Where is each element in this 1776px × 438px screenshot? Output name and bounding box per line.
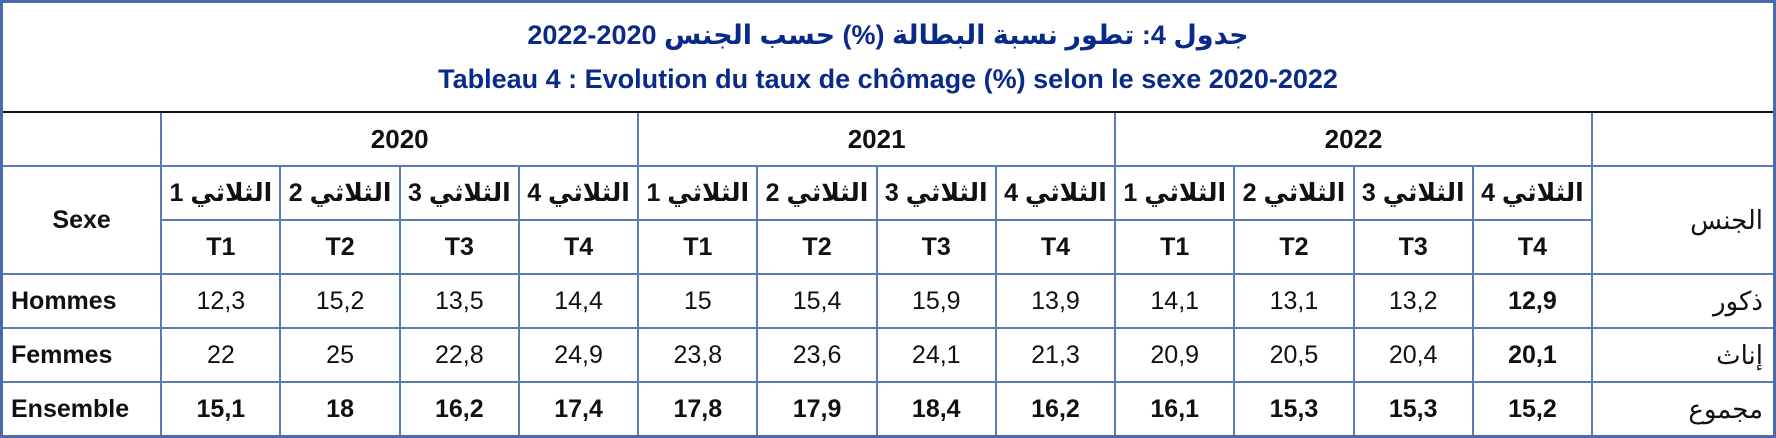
quarter-ar: الثلاثي 2 [1233, 165, 1355, 221]
quarter-ar: الثلاثي 2 [279, 165, 401, 221]
table-title: جدول 4: تطور نسبة البطالة (%) حسب الجنس … [0, 0, 1776, 113]
table-cell: 22 [160, 327, 282, 383]
table-cell: 15,4 [756, 273, 878, 329]
row-label-fr: Hommes [0, 273, 163, 329]
row-label-ar: ذكور [1591, 273, 1776, 329]
quarter-ar-row: Sexe الثلاثي 1 الثلاثي 2 الثلاثي 3 الثلا… [0, 165, 1776, 275]
quarter-fr: T1 [1114, 219, 1236, 275]
table-cell: 17,9 [756, 381, 878, 438]
quarter-fr: T2 [1233, 219, 1355, 275]
quarter-ar: الثلاثي 2 [756, 165, 878, 221]
quarter-fr-row: T1 T2 T3 T4 T1 T2 T3 T4 T1 T2 T3 T4 [2, 219, 1775, 275]
table-cell: 24,9 [517, 327, 640, 383]
empty-corner-left [0, 111, 163, 167]
table-cell: 16,2 [398, 381, 520, 438]
table-cell: 23,6 [756, 327, 878, 383]
empty-corner-right [1591, 111, 1776, 167]
sexe-header: Sexe [0, 165, 163, 275]
table-cell: 17,8 [637, 381, 759, 438]
table-row-ensemble: Ensemble 15,1 18 16,2 17,4 17,8 17,9 18,… [0, 381, 1776, 438]
table-cell: 13,9 [994, 273, 1117, 329]
table-cell: 15,3 [1352, 381, 1474, 438]
quarter-ar: الثلاثي 1 [1114, 165, 1236, 221]
table-row-femmes: Femmes 22 25 22,8 24,9 23,8 23,6 24,1 21… [0, 327, 1776, 383]
quarter-fr: T2 [756, 219, 878, 275]
quarter-fr: T1 [637, 219, 759, 275]
table-cell: 15,2 [1471, 381, 1594, 438]
row-label-ar: إناث [1591, 327, 1776, 383]
jins-header: الجنس [1591, 165, 1776, 275]
table-cell: 20,9 [1114, 327, 1236, 383]
quarter-ar: الثلاثي 4 [994, 165, 1117, 221]
table-cell: 18 [279, 381, 401, 438]
year-2020: 2020 [160, 111, 640, 167]
quarter-fr: T4 [517, 219, 640, 275]
table-cell: 15,2 [279, 273, 401, 329]
table-cell: 13,2 [1352, 273, 1474, 329]
quarter-ar: الثلاثي 1 [160, 165, 282, 221]
quarter-ar: الثلاثي 3 [1352, 165, 1474, 221]
row-label-fr: Ensemble [0, 381, 163, 438]
title-french: Tableau 4 : Evolution du taux de chômage… [438, 64, 1338, 94]
title-row: جدول 4: تطور نسبة البطالة (%) حسب الجنس … [0, 0, 1776, 113]
table-cell: 13,5 [398, 273, 520, 329]
year-2021: 2021 [637, 111, 1117, 167]
quarter-fr: T1 [160, 219, 282, 275]
quarter-fr: T2 [279, 219, 401, 275]
table-cell: 24,1 [875, 327, 997, 383]
quarter-fr: T3 [398, 219, 520, 275]
table-cell: 15,3 [1233, 381, 1355, 438]
table-cell: 21,3 [994, 327, 1117, 383]
table-cell: 22,8 [398, 327, 520, 383]
table-cell: 18,4 [875, 381, 997, 438]
quarter-ar: الثلاثي 1 [637, 165, 759, 221]
table-cell: 13,1 [1233, 273, 1355, 329]
quarter-ar: الثلاثي 4 [1471, 165, 1594, 221]
year-header-row: 2020 2021 2022 [0, 111, 1776, 167]
table-cell: 17,4 [517, 381, 640, 438]
table-cell: 16,1 [1114, 381, 1236, 438]
quarter-ar: الثلاثي 3 [398, 165, 520, 221]
quarter-fr: T3 [1352, 219, 1474, 275]
row-label-fr: Femmes [0, 327, 163, 383]
table-cell: 23,8 [637, 327, 759, 383]
table-cell: 20,1 [1471, 327, 1594, 383]
table-cell: 16,2 [994, 381, 1117, 438]
quarter-fr: T4 [1471, 219, 1594, 275]
table-cell: 14,4 [517, 273, 640, 329]
table-cell: 12,3 [160, 273, 282, 329]
table-cell: 15,1 [160, 381, 282, 438]
table-row-hommes: Hommes 12,3 15,2 13,5 14,4 15 15,4 15,9 … [0, 273, 1776, 329]
quarter-ar: الثلاثي 4 [517, 165, 640, 221]
table-cell: 15 [637, 273, 759, 329]
quarter-fr: T4 [994, 219, 1117, 275]
table-cell: 25 [279, 327, 401, 383]
row-label-ar: مجموع [1591, 381, 1776, 438]
year-2022: 2022 [1114, 111, 1594, 167]
table-cell: 20,4 [1352, 327, 1474, 383]
table-cell: 12,9 [1471, 273, 1594, 329]
table-cell: 15,9 [875, 273, 997, 329]
title-arabic: جدول 4: تطور نسبة البطالة (%) حسب الجنس … [527, 20, 1249, 50]
table-cell: 14,1 [1114, 273, 1236, 329]
table-cell: 20,5 [1233, 327, 1355, 383]
quarter-ar: الثلاثي 3 [875, 165, 997, 221]
quarter-fr: T3 [875, 219, 997, 275]
